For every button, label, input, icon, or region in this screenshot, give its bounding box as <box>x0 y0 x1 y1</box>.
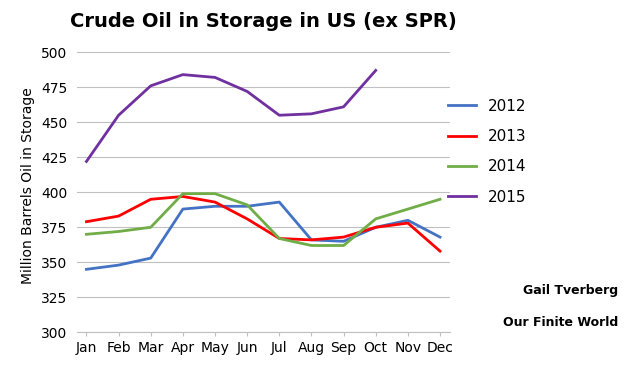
2013 <box>147 197 155 202</box>
2012 <box>404 218 412 223</box>
2015 <box>340 105 348 109</box>
2013 <box>83 219 90 224</box>
2015 <box>275 113 283 118</box>
2012 <box>243 204 251 209</box>
2013 <box>308 238 316 242</box>
2014 <box>243 202 251 207</box>
2013 <box>404 221 412 225</box>
Text: Gail Tverberg: Gail Tverberg <box>523 284 618 297</box>
2014 <box>211 191 219 196</box>
2015 <box>179 72 187 77</box>
Line: 2014: 2014 <box>86 194 440 246</box>
Text: Our Finite World: Our Finite World <box>503 316 618 329</box>
2014 <box>372 217 380 221</box>
2014 <box>340 243 348 248</box>
2015 <box>372 68 380 73</box>
2014 <box>275 236 283 241</box>
2014 <box>83 232 90 236</box>
Line: 2013: 2013 <box>86 196 440 251</box>
2013 <box>275 236 283 241</box>
2012 <box>340 239 348 244</box>
2012 <box>372 225 380 230</box>
2015 <box>211 75 219 80</box>
2015 <box>83 159 90 164</box>
2013 <box>179 194 187 199</box>
2015 <box>308 112 316 116</box>
2012 <box>211 204 219 209</box>
2012 <box>179 207 187 211</box>
Legend: 2012, 2013, 2014, 2015: 2012, 2013, 2014, 2015 <box>449 99 527 205</box>
2012 <box>147 256 155 261</box>
2014 <box>436 197 444 202</box>
2012 <box>83 267 90 272</box>
2012 <box>275 200 283 204</box>
2013 <box>372 225 380 230</box>
2012 <box>308 238 316 242</box>
2014 <box>147 225 155 230</box>
2012 <box>115 263 122 267</box>
Line: 2012: 2012 <box>86 202 440 269</box>
2014 <box>115 229 122 234</box>
2013 <box>115 214 122 219</box>
2015 <box>115 113 122 118</box>
Line: 2015: 2015 <box>86 70 376 162</box>
2013 <box>243 217 251 221</box>
2013 <box>211 200 219 204</box>
2013 <box>340 235 348 240</box>
2013 <box>436 249 444 253</box>
2015 <box>243 89 251 94</box>
Title: Crude Oil in Storage in US (ex SPR): Crude Oil in Storage in US (ex SPR) <box>70 12 456 31</box>
Y-axis label: Million Barrels Oil in Storage: Million Barrels Oil in Storage <box>21 87 35 284</box>
2015 <box>147 84 155 88</box>
2014 <box>179 191 187 196</box>
2014 <box>404 207 412 211</box>
2012 <box>436 235 444 240</box>
2014 <box>308 243 316 248</box>
